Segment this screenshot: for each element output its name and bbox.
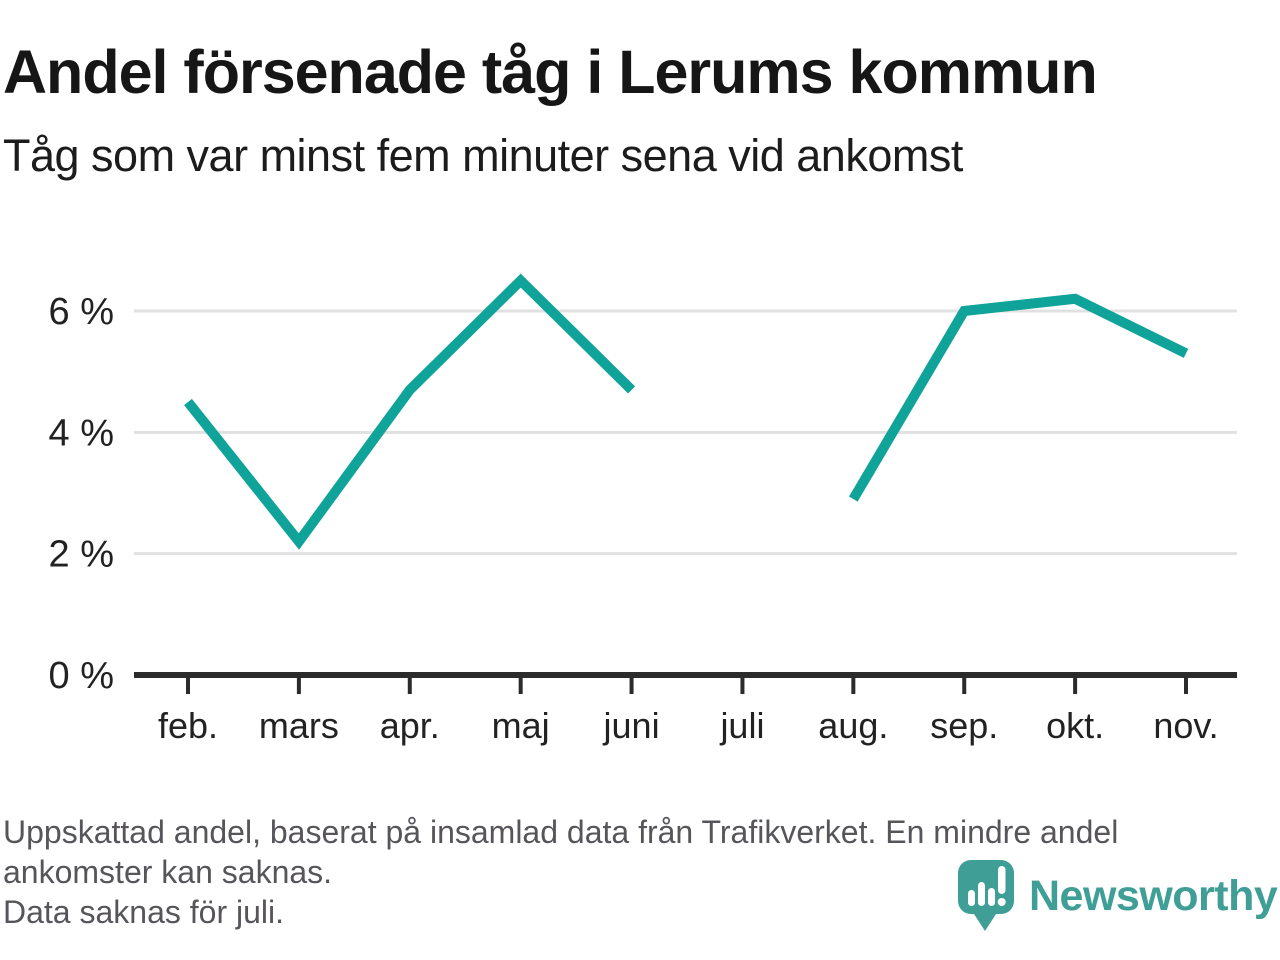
x-tick-label: apr. <box>380 705 440 746</box>
x-tick-label: juli <box>719 705 764 746</box>
logo-bar-3 <box>988 888 995 906</box>
logo-bubble-shape <box>958 860 1014 931</box>
x-tick-label: maj <box>492 705 550 746</box>
footer-note-line: Uppskattad andel, baserat på insamlad da… <box>3 814 1119 850</box>
x-tick-label: nov. <box>1153 705 1218 746</box>
brand-logo: Newsworthy <box>956 858 1278 934</box>
x-tick-label: feb. <box>158 705 218 746</box>
y-tick-label: 2 % <box>49 534 114 576</box>
y-tick-label: 6 % <box>49 291 114 333</box>
logo-exclamation-bar <box>998 866 1006 894</box>
chart-title: Andel försenade tåg i Lerums kommun <box>3 38 1098 106</box>
x-tick-label: juni <box>603 705 660 746</box>
logo-exclamation-dot <box>997 898 1006 906</box>
footer-note-line: Data saknas för juli. <box>3 894 285 930</box>
line-chart: 0 % 2 % 4 % 6 % feb. mars apr. maj juni juli aug. s… <box>49 273 1237 746</box>
data-line-segment <box>184 273 636 550</box>
newsworthy-logo-icon <box>958 860 1014 931</box>
x-tick-label: mars <box>259 705 339 746</box>
y-tick-label: 0 % <box>49 655 114 697</box>
y-tick-label: 4 % <box>49 412 114 454</box>
footer-note-line: ankomster kan saknas. <box>3 854 333 890</box>
brand-name: Newsworthy <box>1029 871 1278 920</box>
logo-bar-2 <box>978 882 985 906</box>
data-line-segment <box>848 293 1189 502</box>
footer-notes: Uppskattad andel, baserat på insamlad da… <box>3 812 1118 932</box>
x-tick-label: sep. <box>930 705 998 746</box>
x-tick-label: aug. <box>818 705 888 746</box>
chart-subtitle: Tåg som var minst fem minuter sena vid a… <box>3 130 963 181</box>
logo-bar-1 <box>968 890 975 906</box>
x-tick-label: okt. <box>1046 705 1104 746</box>
